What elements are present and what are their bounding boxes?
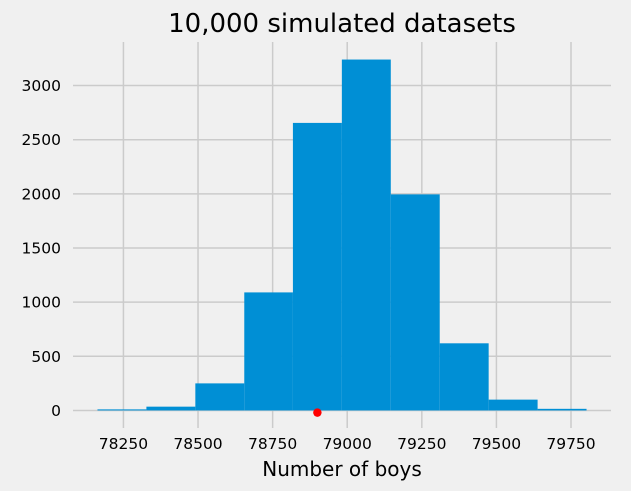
bars-layer (97, 59, 587, 411)
histogram-bar (537, 408, 587, 411)
y-tick-labels: 0 500 1000 1500 2000 2500 3000 (22, 77, 61, 420)
x-axis-label: Number of boys (262, 457, 422, 481)
x-tick-labels: 78250 78500 78750 79000 79250 79500 79750 (99, 435, 596, 453)
histogram-bar (390, 194, 440, 411)
histogram-bar (439, 343, 489, 411)
observed-value-point (313, 408, 322, 417)
x-tick-label: 79000 (323, 435, 372, 453)
x-tick-label: 79500 (472, 435, 521, 453)
histogram-bar (488, 399, 538, 411)
x-tick-label: 78750 (248, 435, 297, 453)
histogram-bar (146, 406, 196, 411)
chart-title: 10,000 simulated datasets (168, 9, 516, 39)
y-tick-label: 2500 (22, 131, 61, 149)
point-layer (313, 408, 322, 417)
y-tick-label: 0 (51, 402, 61, 420)
x-tick-label: 79750 (546, 435, 595, 453)
histogram-bar (97, 409, 147, 411)
y-tick-label: 500 (31, 348, 61, 366)
y-tick-label: 2000 (22, 185, 61, 203)
histogram-bar (244, 292, 293, 411)
histogram-bar (292, 122, 342, 411)
x-tick-label: 78250 (99, 435, 148, 453)
y-tick-label: 3000 (22, 77, 61, 95)
histogram-bar (195, 383, 245, 411)
x-tick-label: 79250 (397, 435, 446, 453)
x-tick-label: 78500 (173, 435, 222, 453)
histogram-bar (341, 59, 391, 411)
y-tick-label: 1000 (22, 294, 61, 312)
y-tick-label: 1500 (22, 239, 61, 257)
